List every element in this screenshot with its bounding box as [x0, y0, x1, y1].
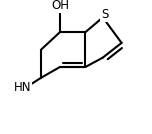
Text: S: S — [101, 8, 109, 21]
Text: OH: OH — [51, 0, 69, 12]
Text: HN: HN — [14, 81, 31, 94]
